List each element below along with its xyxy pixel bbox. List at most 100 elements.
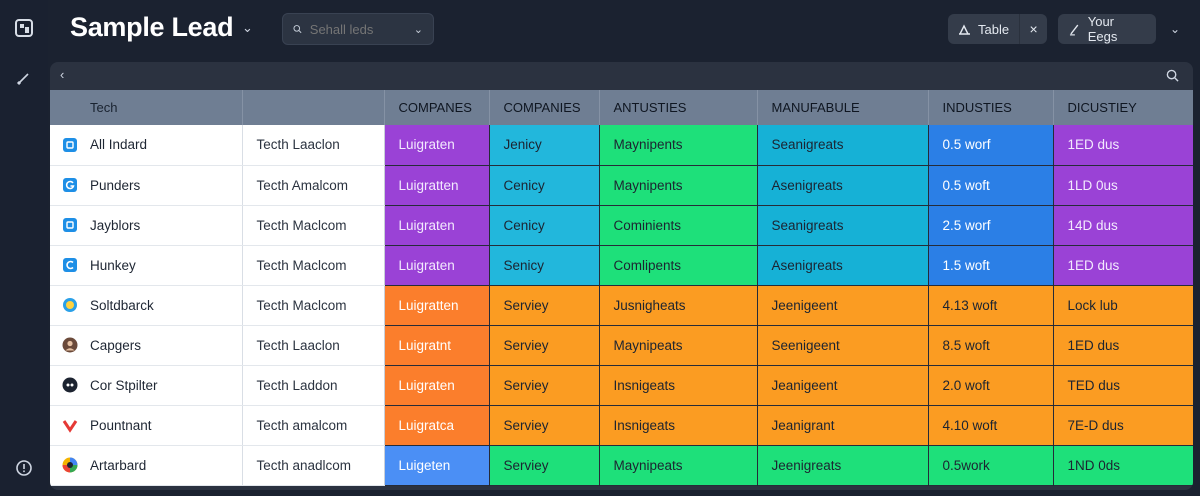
data-cell[interactable]: 8.5 woft (928, 325, 1054, 366)
search-input[interactable] (309, 21, 406, 37)
table-row[interactable]: All Indard Tecth Laaclon Luigraten Jenicy Ma… (50, 125, 1193, 166)
info-icon[interactable] (12, 456, 36, 480)
data-cell[interactable]: 0.5 woft (928, 165, 1054, 206)
data-cell[interactable]: Maynipents (599, 125, 758, 166)
lead-name-cell[interactable]: Cor Stpilter (50, 365, 243, 406)
column-header[interactable]: ANTUSTIES (599, 90, 758, 125)
data-cell[interactable]: TED dus (1053, 365, 1193, 406)
data-cell[interactable]: 2.5 worf (928, 205, 1054, 246)
close-view-button[interactable]: × (1019, 14, 1047, 44)
data-cell[interactable]: 1ND 0ds (1053, 445, 1193, 486)
data-cell[interactable]: Comlipents (599, 245, 758, 286)
company-cell[interactable]: Tecth anadlcom (242, 445, 385, 486)
data-cell[interactable]: Asenigreats (757, 245, 929, 286)
lead-name-cell[interactable]: Punders (50, 165, 243, 206)
data-cell[interactable]: Jeanigrant (757, 405, 929, 446)
data-cell[interactable]: Jusnigheats (599, 285, 758, 326)
data-cell[interactable]: Insnigeats (599, 405, 758, 446)
lead-name-cell[interactable]: Soltdbarck (50, 285, 243, 326)
table-row[interactable]: Artarbard Tecth anadlcom Luigeten Serviey Ma… (50, 445, 1193, 486)
data-cell[interactable]: Insnigeats (599, 365, 758, 406)
data-cell[interactable]: Jeenigeent (757, 285, 929, 326)
data-cell[interactable]: 1.5 woft (928, 245, 1054, 286)
company-cell[interactable]: Tecth Laddon (242, 365, 385, 406)
data-cell[interactable]: Jeenigreats (757, 445, 929, 486)
data-cell[interactable]: Serviey (489, 405, 600, 446)
data-cell[interactable]: 2.0 woft (928, 365, 1054, 406)
data-cell[interactable]: 7E-D dus (1053, 405, 1193, 446)
lead-name-cell[interactable]: Hunkey (50, 245, 243, 286)
lead-name-cell[interactable]: Pountnant (50, 405, 243, 446)
table-row[interactable]: Punders Tecth Amalcom Luigratten Cenicy Mayn… (50, 165, 1193, 206)
data-cell[interactable]: Luigratca (384, 405, 490, 446)
data-cell[interactable]: Lock lub (1053, 285, 1193, 326)
table-row[interactable]: Cor Stpilter Tecth Laddon Luigraten Serviey… (50, 365, 1193, 406)
panel-search-icon[interactable] (1166, 69, 1179, 82)
column-header[interactable]: Tech (50, 90, 243, 125)
data-cell[interactable]: Luigratten (384, 285, 490, 326)
data-cell[interactable]: 0.5work (928, 445, 1054, 486)
data-cell[interactable]: Luigratnt (384, 325, 490, 366)
data-cell[interactable]: Seanigreats (757, 205, 929, 246)
user-button[interactable]: Your Eegs (1058, 14, 1156, 44)
data-cell[interactable]: Luigeten (384, 445, 490, 486)
data-cell[interactable]: Serviey (489, 445, 600, 486)
data-cell[interactable]: Maynipeats (599, 325, 758, 366)
data-cell[interactable]: Asenigreats (757, 165, 929, 206)
data-cell[interactable]: Luigraten (384, 365, 490, 406)
data-cell[interactable]: 0.5 worf (928, 125, 1054, 166)
view-toggle[interactable]: Table × (948, 14, 1047, 44)
company-cell[interactable]: Tecth amalcom (242, 405, 385, 446)
data-cell[interactable]: Serviey (489, 285, 600, 326)
data-cell[interactable]: Senicy (489, 245, 600, 286)
data-cell[interactable]: 14D dus (1053, 205, 1193, 246)
column-header[interactable]: INDUSTIES (928, 90, 1054, 125)
table-row[interactable]: Soltdbarck Tecth Maclcom Luigratten Serviey… (50, 285, 1193, 326)
lead-name-cell[interactable]: Jayblors (50, 205, 243, 246)
data-cell[interactable]: Maynipents (599, 165, 758, 206)
data-cell[interactable]: Jenicy (489, 125, 600, 166)
data-cell[interactable]: Luigraten (384, 125, 490, 166)
title-chevron-down-icon[interactable]: ⌄ (242, 20, 253, 35)
company-cell[interactable]: Tecth Maclcom (242, 285, 385, 326)
data-cell[interactable]: 4.13 woft (928, 285, 1054, 326)
data-cell[interactable]: Cominients (599, 205, 758, 246)
company-cell[interactable]: Tecth Maclcom (242, 245, 385, 286)
lead-name-cell[interactable]: Artarbard (50, 445, 243, 486)
data-cell[interactable]: Luigratten (384, 165, 490, 206)
column-header[interactable]: COMPANES (384, 90, 490, 125)
search-box[interactable]: ⌄ (282, 13, 434, 45)
data-cell[interactable]: Serviey (489, 365, 600, 406)
search-chevron-down-icon[interactable]: ⌄ (413, 23, 423, 36)
data-cell[interactable]: 1LD 0us (1053, 165, 1193, 206)
lead-name-cell[interactable]: Capgers (50, 325, 243, 366)
data-cell[interactable]: Luigraten (384, 245, 490, 286)
data-cell[interactable]: 1ED dus (1053, 325, 1193, 366)
data-cell[interactable]: Maynipeats (599, 445, 758, 486)
data-cell[interactable]: Seanigreats (757, 125, 929, 166)
data-cell[interactable]: Luigraten (384, 205, 490, 246)
data-cell[interactable]: Serviey (489, 325, 600, 366)
user-chevron-down-icon[interactable]: ⌄ (1170, 22, 1181, 36)
data-cell[interactable]: 1ED dus (1053, 125, 1193, 166)
column-header[interactable]: COMPANIES (489, 90, 600, 125)
table-row[interactable]: Capgers Tecth Laaclon Luigratnt Serviey Mayn… (50, 325, 1193, 366)
company-cell[interactable]: Tecth Amalcom (242, 165, 385, 206)
lead-name-cell[interactable]: All Indard (50, 125, 243, 166)
company-cell[interactable]: Tecth Maclcom (242, 205, 385, 246)
table-row[interactable]: Hunkey Tecth Maclcom Luigraten Senicy Comlip… (50, 245, 1193, 286)
table-row[interactable]: Pountnant Tecth amalcom Luigratca Serviey In… (50, 405, 1193, 446)
company-cell[interactable]: Tecth Laaclon (242, 325, 385, 366)
company-cell[interactable]: Tecth Laaclon (242, 125, 385, 166)
column-header[interactable]: DICUSTIEY (1053, 90, 1193, 125)
data-cell[interactable]: 4.10 woft (928, 405, 1054, 446)
data-cell[interactable]: Cenicy (489, 165, 600, 206)
table-row[interactable]: Jayblors Tecth Maclcom Luigraten Cenicy Comi… (50, 205, 1193, 246)
data-cell[interactable]: Cenicy (489, 205, 600, 246)
brush-icon[interactable] (12, 66, 36, 90)
column-header[interactable]: MANUFABULE (757, 90, 929, 125)
data-cell[interactable]: Jeanigeent (757, 365, 929, 406)
data-cell[interactable]: 1ED dus (1053, 245, 1193, 286)
column-header[interactable] (242, 90, 385, 125)
back-chevron-icon[interactable]: ‹ (60, 67, 65, 82)
